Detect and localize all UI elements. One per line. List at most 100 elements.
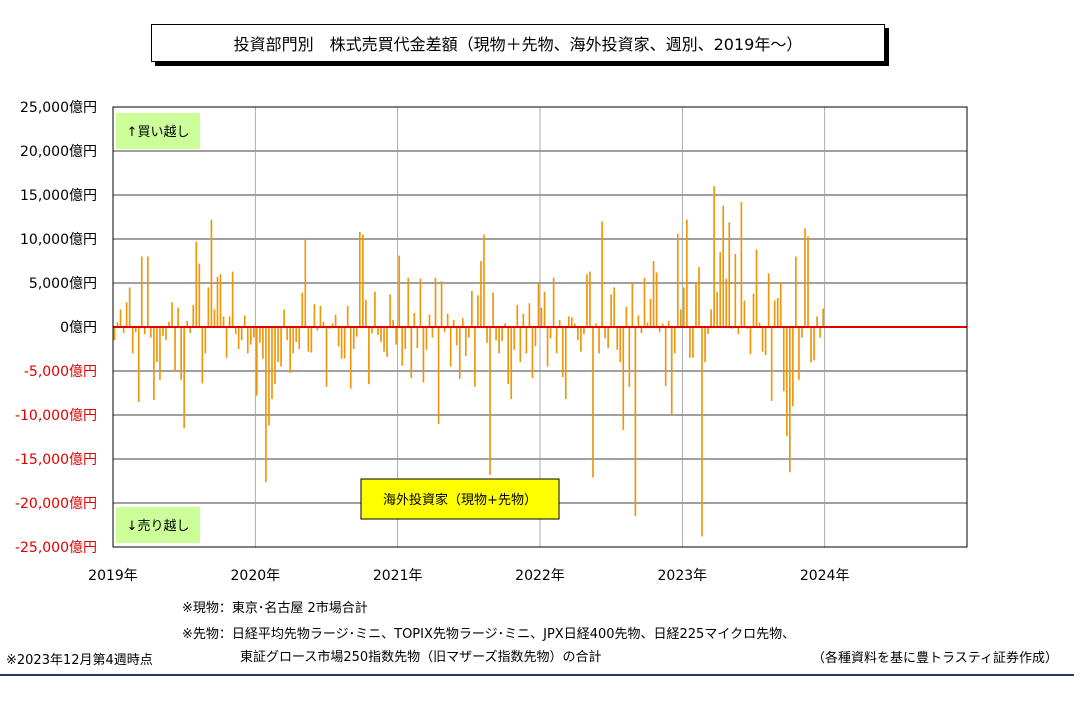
bar [256, 327, 258, 396]
bar [616, 327, 619, 350]
bar [422, 327, 425, 383]
y-tick-label: 0億円 [60, 320, 97, 336]
plot-border [112, 106, 968, 548]
annotation-boxes: ↑買い越し ↓売り越し 海外投資家（現物+先物） [116, 113, 560, 543]
bar [701, 327, 703, 537]
bar [558, 319, 561, 327]
y-tick-label: -15,000億円 [15, 452, 97, 468]
bar [213, 309, 216, 327]
bar [798, 327, 800, 380]
bar [246, 327, 249, 354]
bar [779, 282, 782, 327]
bar [304, 239, 307, 327]
bar [813, 327, 815, 361]
bar [274, 327, 276, 385]
bar-series [113, 186, 824, 537]
bar [719, 252, 722, 327]
bar [471, 290, 473, 327]
bar [346, 305, 349, 327]
bar [177, 307, 179, 327]
bar [352, 327, 355, 349]
y-tick-label: 25,000億円 [20, 100, 97, 116]
bar [146, 256, 149, 327]
footnote-genbutsu: ※現物：東京･名古屋 2市場合計 [182, 601, 368, 616]
bar [168, 321, 170, 327]
bar [316, 327, 319, 331]
bar [183, 327, 185, 429]
bar [552, 277, 555, 327]
bar [119, 309, 122, 327]
bar [277, 327, 279, 363]
bar [758, 322, 761, 327]
bar [374, 291, 376, 327]
bar [165, 327, 167, 341]
bar [583, 327, 585, 335]
bar [468, 327, 470, 338]
bottom-rule [0, 674, 1074, 676]
bar [643, 277, 646, 327]
bar [598, 327, 600, 354]
bar [474, 327, 476, 387]
bar [159, 327, 161, 380]
bar [610, 294, 612, 327]
bar [664, 327, 667, 386]
bar [331, 323, 334, 327]
bar [307, 327, 310, 352]
bar [649, 298, 652, 327]
bar [195, 241, 198, 327]
bar [537, 283, 540, 327]
y-axis-labels: 25,000億円 20,000億円 15,000億円 10,000億円 5,000億円 0… [15, 100, 97, 556]
bar [801, 327, 803, 338]
bar [782, 327, 785, 392]
bar [416, 327, 419, 349]
x-tick-label: 2020年 [231, 568, 281, 584]
bar [398, 255, 401, 327]
bar [319, 305, 322, 327]
bar [504, 323, 507, 327]
y-tick-label: 10,000億円 [20, 232, 97, 248]
as-of-note: ※2023年12月第4週時点 [6, 653, 153, 668]
bar [377, 327, 379, 335]
bar [679, 309, 682, 327]
bar [449, 327, 452, 367]
bar [262, 327, 264, 359]
bar [795, 256, 797, 327]
bar [519, 327, 522, 363]
sell-label-box [116, 507, 200, 543]
bar [819, 327, 821, 338]
sell-label: ↓売り越し [127, 518, 190, 534]
bar [355, 327, 358, 337]
bar [737, 327, 740, 335]
footnote-sakimono-line1: ※先物：日経平均先物ラージ･ミニ、TOPIX先物ラージ･ミニ、JPX日経400先… [182, 627, 796, 642]
bar [673, 327, 676, 354]
bar [283, 309, 285, 327]
bar [522, 313, 525, 327]
bar [516, 305, 519, 327]
bar [586, 274, 588, 327]
bar [210, 219, 213, 327]
bar [561, 327, 564, 378]
bar [310, 327, 313, 353]
bar [371, 327, 373, 334]
bar [580, 327, 582, 352]
bar [150, 327, 152, 338]
bar [286, 327, 288, 341]
bar [534, 327, 537, 347]
bar [531, 327, 534, 379]
bar [334, 314, 337, 327]
bar [125, 302, 128, 327]
bar [695, 283, 697, 327]
bar [171, 302, 173, 327]
y-tick-label: 15,000億円 [20, 188, 97, 204]
bar [243, 315, 246, 327]
bar [567, 316, 570, 327]
bar [564, 327, 567, 400]
bar [259, 327, 261, 343]
bar [343, 327, 346, 359]
bar [461, 318, 464, 327]
buy-label-box [116, 113, 200, 149]
bar [670, 327, 673, 415]
bar [546, 327, 549, 367]
bar [137, 327, 140, 402]
